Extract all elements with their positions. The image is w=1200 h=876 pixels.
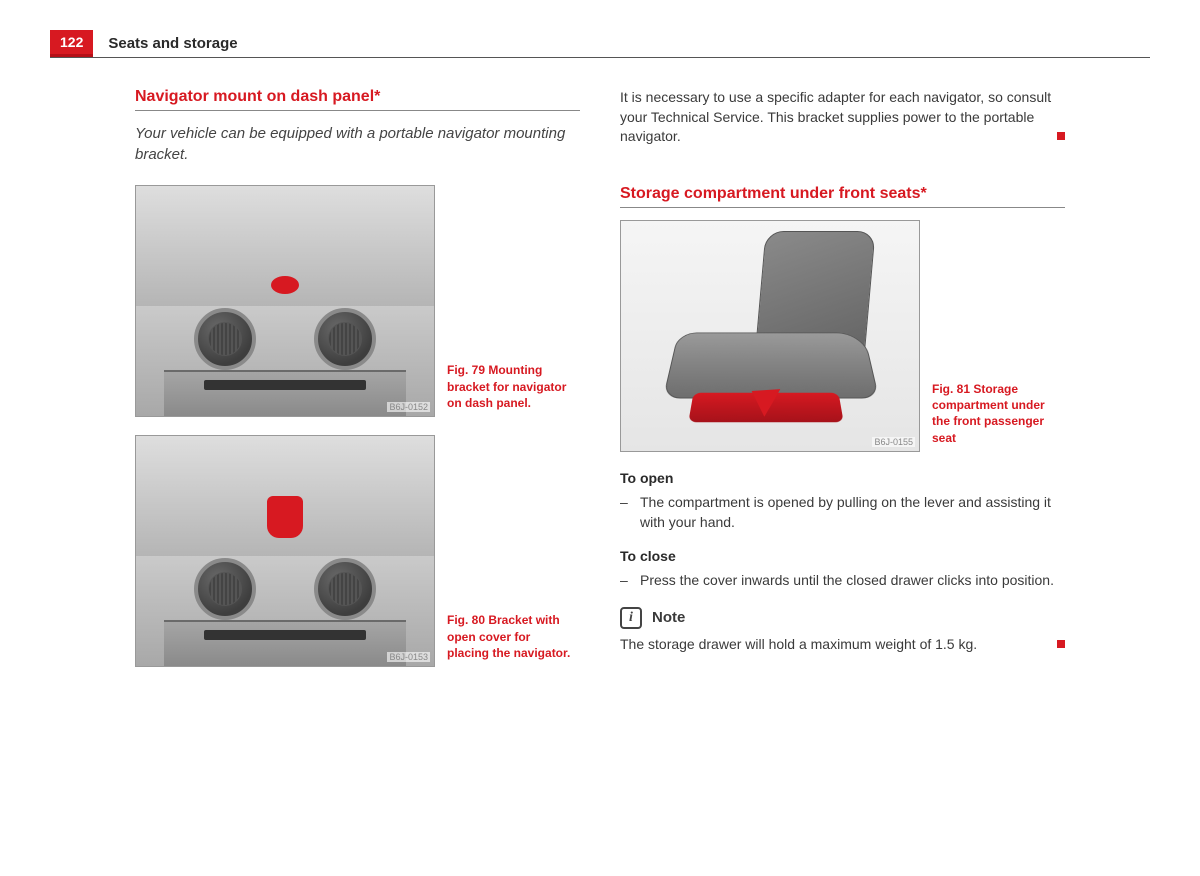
figure-79-row: B6J-0152 Fig. 79 Mounting bracket for na… (135, 185, 580, 417)
air-vent-icon (194, 558, 256, 620)
figure-81-ref: B6J-0155 (872, 437, 915, 447)
intro-paragraph: Your vehicle can be equipped with a port… (135, 123, 580, 165)
bullet-dash-icon: – (620, 492, 640, 533)
figure-81-image: B6J-0155 (620, 220, 920, 452)
page-number-badge: 122 (50, 30, 93, 57)
section-end-marker-icon (1057, 640, 1065, 648)
to-close-item: – Press the cover inwards until the clos… (620, 570, 1065, 590)
bullet-dash-icon: – (620, 570, 640, 590)
note-header: i Note (620, 607, 1065, 629)
section-title-navigator: Navigator mount on dash panel* (135, 88, 580, 111)
air-vent-icon (314, 308, 376, 370)
to-close-text: Press the cover inwards until the closed… (640, 570, 1054, 590)
figure-80-image: B6J-0153 (135, 435, 435, 667)
right-column: It is necessary to use a specific adapte… (620, 88, 1065, 685)
note-paragraph: The storage drawer will hold a maximum w… (620, 635, 1065, 655)
figure-81-row: B6J-0155 Fig. 81 Storage compartment und… (620, 220, 1065, 452)
content-columns: Navigator mount on dash panel* Your vehi… (50, 88, 1150, 685)
figure-80-row: B6J-0153 Fig. 80 Bracket with open cover… (135, 435, 580, 667)
mount-closed-icon (271, 276, 299, 294)
note-text: The storage drawer will hold a maximum w… (620, 636, 977, 652)
to-close-heading: To close (620, 548, 1065, 564)
section-title-storage: Storage compartment under front seats* (620, 185, 1065, 208)
page-header: 122 Seats and storage (50, 30, 1150, 58)
mount-open-icon (267, 496, 303, 538)
air-vent-icon (194, 308, 256, 370)
to-open-text: The compartment is opened by pulling on … (640, 492, 1065, 533)
section-end-marker-icon (1057, 132, 1065, 140)
figure-79-ref: B6J-0152 (387, 402, 430, 412)
air-vent-icon (314, 558, 376, 620)
adapter-paragraph: It is necessary to use a specific adapte… (620, 88, 1065, 147)
figure-79-image: B6J-0152 (135, 185, 435, 417)
left-column: Navigator mount on dash panel* Your vehi… (135, 88, 580, 685)
figure-79-caption: Fig. 79 Mounting bracket for navigator o… (447, 362, 575, 417)
figure-81-caption: Fig. 81 Storage compartment under the fr… (932, 381, 1060, 452)
info-icon: i (620, 607, 642, 629)
to-open-item: – The compartment is opened by pulling o… (620, 492, 1065, 533)
seat-cushion-icon (663, 332, 880, 398)
figure-80-ref: B6J-0153 (387, 652, 430, 662)
note-label: Note (652, 609, 685, 626)
figure-80-caption: Fig. 80 Bracket with open cover for plac… (447, 612, 575, 667)
to-open-heading: To open (620, 470, 1065, 486)
adapter-text: It is necessary to use a specific adapte… (620, 89, 1051, 144)
header-section-title: Seats and storage (108, 35, 237, 52)
